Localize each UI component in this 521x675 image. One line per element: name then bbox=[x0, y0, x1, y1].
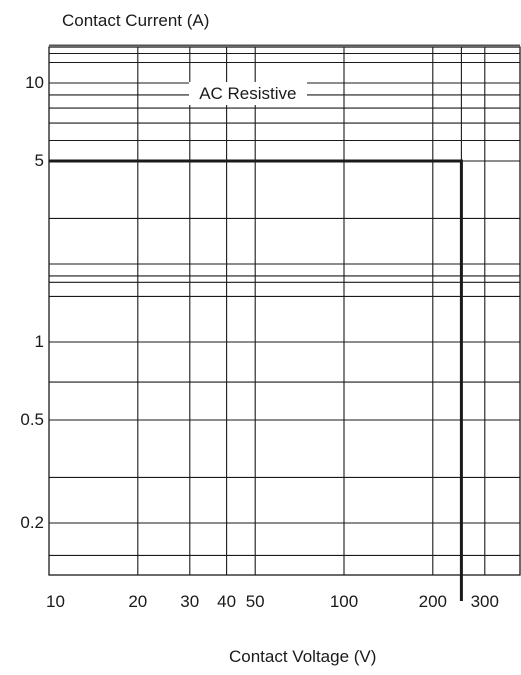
x-tick-label: 100 bbox=[329, 592, 359, 611]
plot-frame bbox=[48, 46, 521, 576]
y-tick-label: 0.2 bbox=[20, 513, 44, 533]
grid-lines bbox=[49, 44, 520, 575]
y-tick-label: 10 bbox=[25, 73, 44, 92]
x-tick-label: 200 bbox=[418, 592, 447, 611]
y-tick-label: 5 bbox=[34, 150, 44, 170]
series-layer bbox=[49, 159, 463, 601]
series-line bbox=[49, 159, 463, 601]
series-annotation-label: AC Resistive bbox=[189, 81, 307, 105]
x-tick-label: 10 bbox=[46, 592, 65, 611]
x-tick-label: 30 bbox=[180, 592, 200, 611]
x-tick-label: 20 bbox=[128, 592, 148, 611]
y-axis-label: Contact Current (A) bbox=[62, 11, 210, 30]
x-tick-label: 40 bbox=[217, 592, 237, 611]
x-tick-label: 50 bbox=[245, 592, 265, 611]
x-tick-label: 300 bbox=[470, 592, 499, 611]
y-tick-label: 0.5 bbox=[20, 409, 44, 429]
y-tick-label: 1 bbox=[34, 332, 44, 351]
x-axis-label: Contact Voltage (V) bbox=[229, 647, 377, 666]
